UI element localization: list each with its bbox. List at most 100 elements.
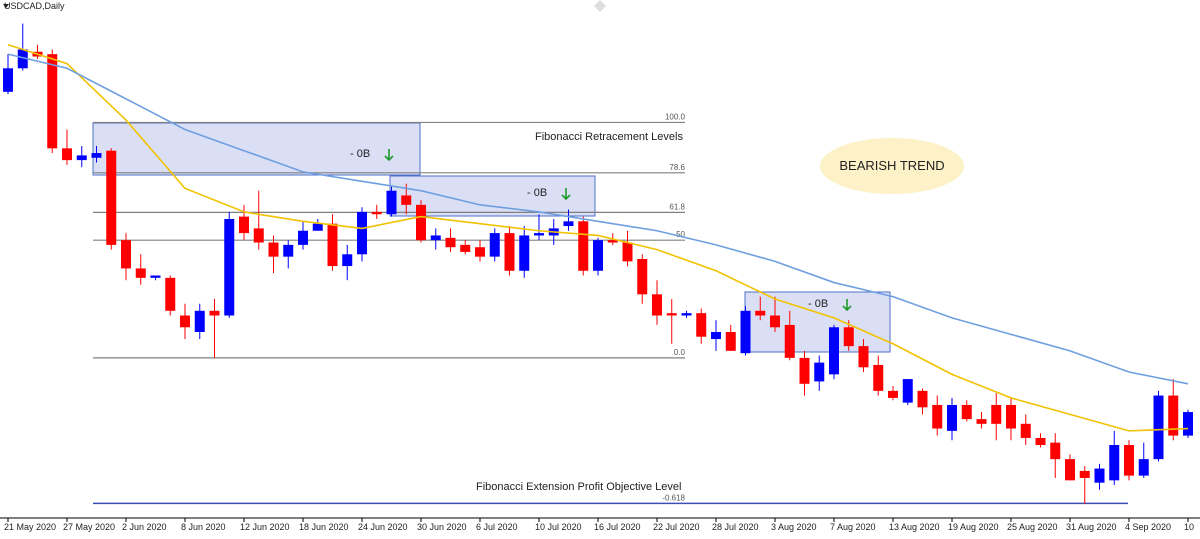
candle-body: [194, 310, 205, 332]
fib-label: 78.6: [669, 163, 685, 172]
candle-body: [283, 244, 294, 257]
candle-body: [829, 327, 839, 375]
fib-label: 0.0: [674, 348, 686, 357]
candle-body: [76, 155, 87, 161]
x-tick-label: 2 Jun 2020: [122, 522, 167, 532]
candle-body: [534, 233, 544, 236]
candle-body: [1065, 459, 1075, 481]
candle-body: [1006, 404, 1016, 429]
candle-body: [371, 211, 382, 215]
candle-body: [711, 331, 721, 340]
candle-body: [888, 390, 898, 398]
candle-body: [1050, 442, 1061, 460]
candle-body: [799, 357, 810, 384]
candle-body: [784, 324, 795, 358]
candle-body: [1124, 445, 1134, 476]
candle-body: [917, 390, 928, 408]
fib-label: 50: [676, 230, 685, 239]
x-tick-label: 30 Jun 2020: [417, 522, 467, 532]
x-tick-label: 7 Aug 2020: [830, 522, 876, 532]
candle-body: [622, 242, 633, 262]
x-tick-label: 18 Jun 2020: [299, 522, 349, 532]
candle-body: [401, 195, 412, 205]
candle-body: [1109, 445, 1120, 481]
x-tick-label: 8 Jun 2020: [181, 522, 226, 532]
candle-body: [843, 327, 854, 347]
down-arrow: [842, 299, 852, 312]
candle-body: [62, 148, 72, 161]
candle-body: [298, 230, 308, 245]
x-tick-label: 31 Aug 2020: [1066, 522, 1117, 532]
candle-body: [770, 315, 780, 328]
x-tick-label: 21 May 2020: [4, 522, 56, 532]
candle-body: [47, 54, 58, 149]
trend-badge: [820, 138, 964, 194]
candle-body: [696, 313, 707, 337]
candle-body: [489, 233, 500, 257]
candle-body: [416, 204, 426, 241]
extension-label: Fibonacci Extension Profit Objective Lev…: [476, 481, 681, 493]
x-tick-label: 27 May 2020: [63, 522, 115, 532]
candle-body: [327, 223, 338, 267]
x-tick-label: 25 Aug 2020: [1007, 522, 1058, 532]
candle-body: [253, 228, 264, 243]
candle-body: [607, 240, 618, 243]
candle-body: [1035, 437, 1046, 446]
candle-body: [932, 404, 943, 429]
order-block: [744, 291, 891, 353]
candle-body: [121, 240, 131, 269]
candle-body: [224, 218, 235, 316]
candle-body: [312, 223, 323, 231]
trend-label: BEARISH TREND: [839, 158, 944, 173]
candle-body: [106, 150, 117, 245]
candle-body: [135, 268, 146, 278]
ob-label: - 0B: [527, 187, 547, 199]
candle-body: [342, 254, 353, 267]
candle-body: [858, 346, 869, 368]
candle-body: [268, 242, 279, 257]
candle-body: [430, 235, 441, 241]
candle-body: [725, 331, 736, 351]
x-tick-label: 28 Jul 2020: [712, 522, 759, 532]
candle-body: [961, 404, 972, 420]
x-tick-label: 6 Jul 2020: [476, 522, 518, 532]
moving-average: [7, 43, 1189, 432]
scroll-marker: [594, 0, 606, 12]
candle-body: [578, 221, 589, 271]
candle-body: [666, 313, 677, 316]
x-tick-label: 16 Jul 2020: [594, 522, 641, 532]
candle-body: [755, 310, 766, 316]
candle-body: [150, 275, 161, 278]
candle-body: [652, 294, 662, 316]
fib-label: -0.618: [662, 493, 685, 502]
fib-label: 61.8: [669, 202, 685, 211]
candle-body: [1094, 468, 1105, 483]
candle-body: [902, 379, 913, 403]
order-block: [92, 122, 421, 176]
ob-label: - 0B: [350, 148, 370, 160]
candle-body: [519, 235, 530, 271]
moving-average: [7, 53, 1189, 385]
candle-body: [976, 419, 987, 424]
candle-body: [1020, 423, 1031, 438]
plot: 100.0 78.6 61.8 50 0.0 -0.618 21 May 2020 27 Ma…: [3, 23, 1194, 532]
candle-body: [239, 216, 249, 234]
candle-body: [504, 233, 515, 271]
retracement-label: Fibonacci Retracement Levels: [535, 131, 683, 143]
candle-body: [873, 364, 884, 391]
candle-body: [445, 237, 456, 248]
candle-body: [3, 68, 13, 92]
candle-body: [91, 153, 102, 158]
x-tick-label: 22 Jul 2020: [653, 522, 700, 532]
candle-body: [180, 315, 190, 328]
arrows: [384, 149, 852, 312]
candle-body: [814, 362, 825, 382]
candle-body: [991, 404, 1002, 424]
down-arrow: [561, 188, 571, 201]
candle-body: [637, 259, 648, 295]
ob-label: - 0B: [808, 298, 828, 310]
candle-body: [209, 310, 220, 316]
candle-body: [1168, 395, 1179, 436]
candle-body: [357, 211, 367, 255]
candle-body: [460, 244, 471, 252]
